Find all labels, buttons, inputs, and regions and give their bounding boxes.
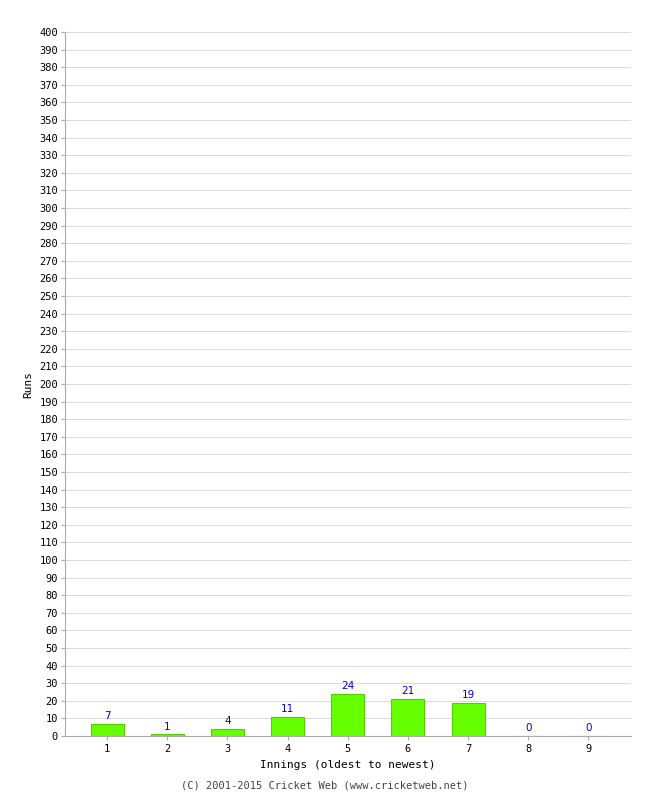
Text: 19: 19: [462, 690, 474, 700]
Bar: [452, 702, 485, 736]
Text: 1: 1: [164, 722, 170, 731]
Text: 11: 11: [281, 704, 294, 714]
Bar: [151, 734, 184, 736]
Text: 0: 0: [525, 723, 532, 734]
Text: (C) 2001-2015 Cricket Web (www.cricketweb.net): (C) 2001-2015 Cricket Web (www.cricketwe…: [181, 780, 469, 790]
Y-axis label: Runs: Runs: [24, 370, 34, 398]
Bar: [332, 694, 364, 736]
Text: 21: 21: [401, 686, 415, 696]
Text: 24: 24: [341, 681, 354, 691]
Bar: [271, 717, 304, 736]
Text: 4: 4: [224, 716, 231, 726]
Text: 7: 7: [104, 711, 110, 721]
Bar: [211, 729, 244, 736]
Bar: [90, 724, 124, 736]
X-axis label: Innings (oldest to newest): Innings (oldest to newest): [260, 760, 436, 770]
Text: 0: 0: [585, 723, 592, 734]
Bar: [391, 699, 424, 736]
